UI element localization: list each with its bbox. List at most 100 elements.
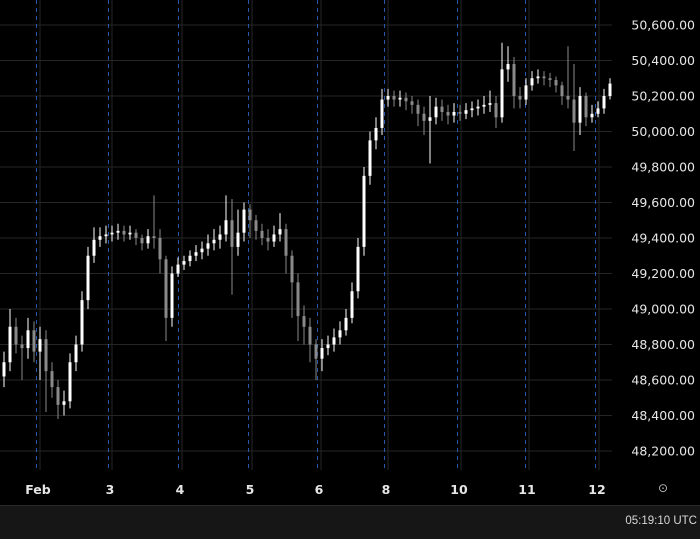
candle-body	[26, 330, 30, 349]
candle-body	[410, 101, 414, 105]
candle-body	[404, 97, 408, 102]
time-tick-label: 10	[450, 482, 468, 497]
candle-body	[524, 85, 528, 100]
candle-body	[494, 103, 498, 118]
price-tick-label: 48,200.00	[631, 444, 695, 459]
candle-body	[536, 76, 540, 79]
candle-body	[38, 339, 42, 352]
price-tick-label: 50,200.00	[631, 89, 695, 104]
candle-body	[44, 339, 48, 372]
candle-body	[374, 127, 378, 141]
candle-body	[356, 246, 360, 292]
candle-body	[590, 113, 594, 118]
candle-body	[596, 108, 600, 114]
candle-body	[296, 282, 300, 317]
candle-body	[380, 99, 384, 128]
candlestick-chart[interactable]: 50,600.00 50,400.00 50,200.00 50,000.00 49,8…	[0, 0, 700, 505]
candle-body	[578, 96, 582, 123]
candle-body	[434, 106, 438, 118]
candle-body	[482, 104, 486, 107]
candle-body	[548, 78, 552, 81]
candle-body	[134, 232, 138, 238]
price-tick-label: 49,400.00	[631, 231, 695, 246]
candle-body	[158, 238, 162, 260]
price-tick-label: 49,200.00	[631, 266, 695, 281]
candle-body	[236, 232, 240, 247]
candle-body	[512, 64, 516, 96]
gear-icon[interactable]: ⊙	[657, 481, 669, 495]
candle-body	[542, 76, 546, 79]
price-tick-label: 50,400.00	[631, 53, 695, 68]
candle-body	[20, 344, 24, 349]
candle-body	[584, 96, 588, 118]
time-tick-label: 5	[246, 482, 255, 497]
candle-body	[416, 104, 420, 114]
candle-body	[428, 117, 432, 121]
candle-body	[500, 69, 504, 118]
candle-body	[146, 236, 150, 244]
candle-body	[188, 255, 192, 262]
price-tick-label: 50,000.00	[631, 124, 695, 139]
candle-body	[446, 111, 450, 116]
candle-body	[206, 243, 210, 249]
candle-body	[368, 140, 372, 176]
candle-body	[422, 113, 426, 121]
candle-body	[362, 175, 366, 247]
candle-body	[176, 264, 180, 274]
candle-body	[104, 234, 108, 237]
candle-body	[506, 64, 510, 70]
candle-body	[128, 232, 132, 235]
candle-body	[152, 236, 156, 238]
candle-body	[62, 401, 66, 405]
time-tick-label: 6	[315, 482, 324, 497]
candle-body	[608, 83, 612, 96]
candle-body	[398, 97, 402, 100]
price-tick-label: 49,800.00	[631, 160, 695, 175]
candle-body	[338, 330, 342, 338]
candle-body	[530, 78, 534, 86]
price-tick-label: 48,600.00	[631, 373, 695, 388]
candle-body	[284, 229, 288, 256]
candle-body	[32, 330, 36, 352]
candle-body	[122, 230, 126, 235]
candle-body	[98, 236, 102, 240]
candle-body	[140, 238, 144, 244]
candle-body	[344, 317, 348, 331]
price-tick-label: 48,400.00	[631, 408, 695, 423]
candle-body	[2, 362, 6, 377]
candle-body	[350, 291, 354, 318]
candle-body	[14, 326, 18, 345]
candle-body	[554, 80, 558, 86]
candle-body	[440, 106, 444, 112]
candle-body	[290, 255, 294, 283]
candle-body	[50, 371, 54, 388]
candle-body	[308, 326, 312, 345]
candle-body	[320, 348, 324, 359]
candle-body	[92, 239, 96, 256]
candle-body	[452, 111, 456, 116]
candle-body	[194, 252, 198, 256]
candle-body	[458, 111, 462, 114]
candle-body	[254, 220, 258, 231]
candle-body	[68, 362, 72, 402]
candle-body	[314, 344, 318, 359]
candle-body	[200, 248, 204, 253]
candle-body	[164, 259, 168, 318]
candle-body	[476, 106, 480, 109]
time-tick-label: 12	[588, 482, 605, 497]
candle-body	[116, 230, 120, 233]
candle-body	[518, 96, 522, 100]
grid	[0, 0, 612, 470]
time-axis[interactable]: Feb 3 4 5 6 8 10 11 12	[25, 482, 605, 497]
candle-body	[266, 238, 270, 242]
candle-body	[332, 337, 336, 345]
price-axis[interactable]: 50,600.00 50,400.00 50,200.00 50,000.00 49,8…	[631, 18, 695, 459]
time-tick-label: 11	[518, 482, 535, 497]
candle-body	[212, 239, 216, 244]
candle-body	[278, 229, 282, 235]
candle-body	[230, 220, 234, 247]
candle-body	[470, 108, 474, 111]
candle-body	[242, 209, 246, 233]
clock: 05:19:10 UTC	[625, 515, 697, 527]
candle-body	[8, 326, 12, 363]
